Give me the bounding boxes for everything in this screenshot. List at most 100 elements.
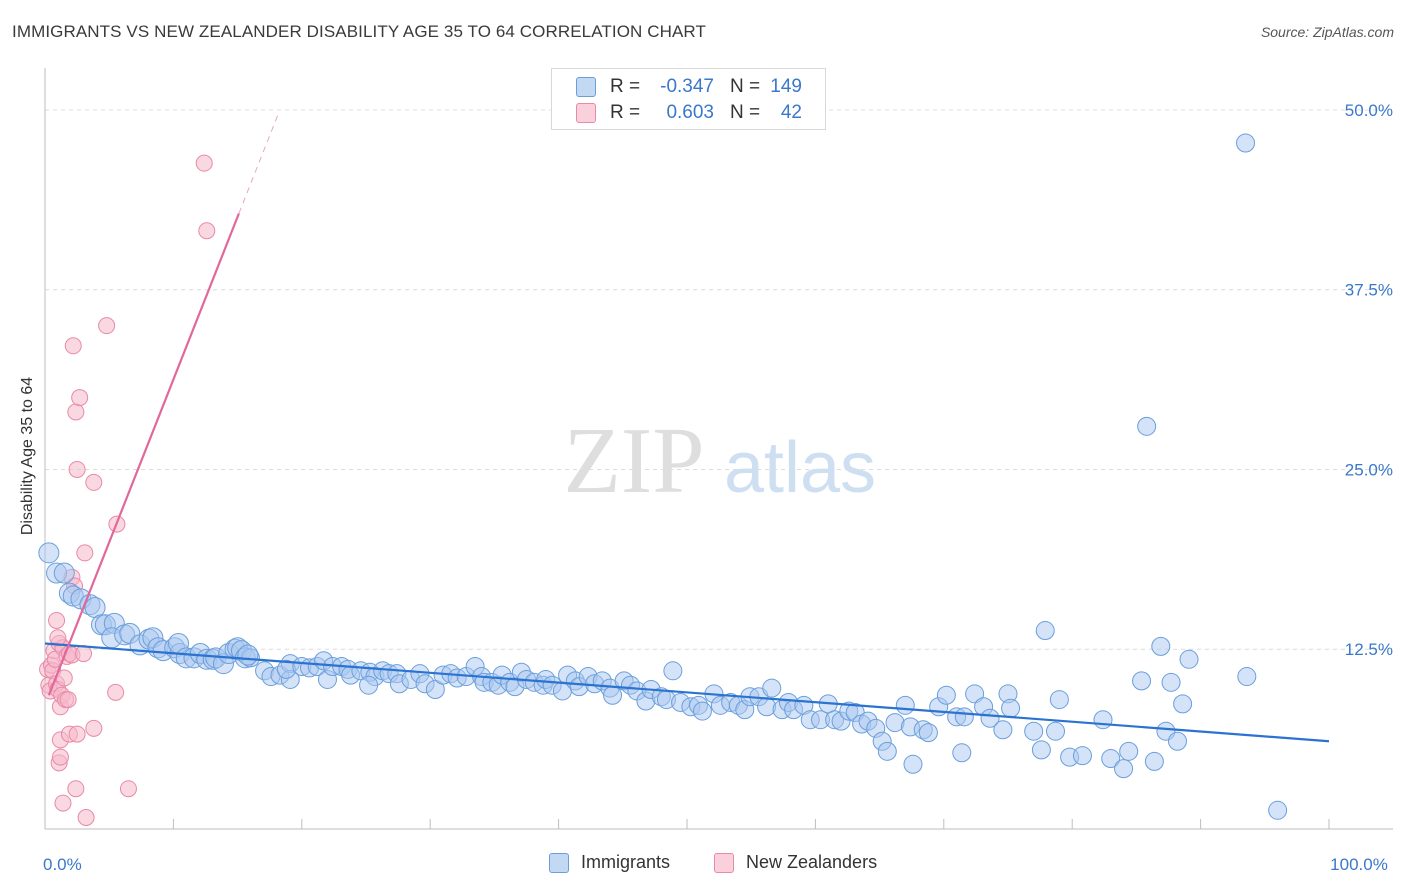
immigrants-point — [918, 723, 938, 743]
y-tick-label: 50.0% — [1345, 101, 1393, 120]
new-zealanders-point — [68, 725, 86, 743]
y-tick-label: 12.5% — [1345, 640, 1393, 659]
series-legend: Immigrants New Zealanders — [0, 852, 1406, 878]
new-zealanders-point — [67, 403, 85, 421]
x-tick-label: 0.0% — [43, 855, 82, 874]
immigrants-point — [1049, 690, 1069, 710]
immigrants-point — [1236, 133, 1256, 153]
new-zealanders-point — [71, 389, 89, 407]
immigrants-point — [603, 685, 623, 705]
immigrants-point — [1132, 671, 1152, 691]
immigrants-trendline — [44, 642, 1330, 743]
x-tick-label: 100.0% — [1330, 855, 1388, 874]
immigrants-point — [359, 675, 379, 695]
immigrants-swatch — [549, 852, 569, 873]
new-zealanders-point — [67, 780, 85, 798]
new-zealanders-point — [198, 222, 216, 240]
immigrants-point — [237, 644, 259, 666]
r-value: -0.347 — [660, 76, 714, 97]
new-zealanders-point — [64, 337, 82, 355]
immigrants-point — [1093, 710, 1113, 730]
immigrants-point — [663, 661, 683, 681]
n-value: 149 — [770, 76, 802, 97]
watermark: ZIP atlas — [564, 409, 877, 513]
tick-labels: 12.5% 25.0% 37.5% 50.0% 0.0% 100.0% — [43, 101, 1393, 874]
correlation-legend: R = -0.347 N = 149 R = 0.603 N = 42 — [551, 68, 826, 130]
r-label: R = — [610, 76, 641, 97]
new-zealanders-point — [77, 808, 95, 826]
immigrants-point — [1179, 649, 1199, 669]
immigrants-point — [1167, 731, 1187, 751]
new-zealanders-trendline-extension — [238, 112, 280, 214]
immigrants-points — [38, 133, 1288, 820]
immigrants-point — [53, 562, 75, 584]
new-zealanders-swatch — [576, 103, 596, 123]
source-label: Source: ZipAtlas.com — [1260, 24, 1394, 40]
legend-item-new-zealanders[interactable]: New Zealanders — [714, 852, 877, 873]
n-label: N = — [730, 102, 761, 123]
immigrants-point — [1237, 667, 1257, 687]
n-label: N = — [730, 76, 761, 97]
new-zealanders-point — [98, 317, 116, 335]
immigrants-point — [877, 741, 897, 761]
immigrants-point — [1101, 749, 1121, 769]
immigrants-point — [980, 708, 1000, 728]
immigrants-point — [1161, 672, 1181, 692]
immigrants-point — [1144, 751, 1164, 771]
axes — [44, 68, 1393, 830]
immigrants-point — [1024, 721, 1044, 741]
new-zealanders-point — [85, 719, 103, 737]
y-tick-label: 25.0% — [1345, 460, 1393, 479]
immigrants-point — [1268, 800, 1288, 820]
immigrants-point — [1114, 759, 1134, 779]
immigrants-point — [38, 542, 60, 564]
legend-item-immigrants[interactable]: Immigrants — [549, 852, 670, 873]
r-label: R = — [610, 102, 641, 123]
immigrants-point — [1173, 694, 1193, 714]
new-zealanders-point — [76, 544, 94, 562]
immigrants-point — [1001, 698, 1021, 718]
legend-label: New Zealanders — [746, 852, 878, 872]
watermark-atlas: atlas — [724, 428, 876, 508]
new-zealanders-trendline — [47, 213, 240, 696]
r-value: 0.603 — [666, 102, 714, 123]
new-zealanders-point — [107, 683, 125, 701]
new-zealanders-swatch — [714, 852, 734, 873]
n-value: 42 — [780, 102, 802, 123]
immigrants-point — [895, 695, 915, 715]
immigrants-point — [1035, 621, 1055, 641]
new-zealanders-points — [39, 154, 216, 826]
new-zealanders-point — [59, 691, 77, 709]
y-tick-label: 37.5% — [1345, 281, 1393, 300]
immigrants-point — [1119, 741, 1139, 761]
immigrants-point — [1031, 740, 1051, 760]
immigrants-point — [1072, 746, 1092, 766]
trendlines — [44, 112, 1330, 743]
legend-row-new-zealanders: R = 0.603 N = 42 — [552, 100, 825, 126]
new-zealanders-point — [119, 780, 137, 798]
new-zealanders-point — [68, 460, 86, 478]
legend-label: Immigrants — [581, 852, 671, 872]
immigrants-point — [965, 684, 985, 704]
new-zealanders-point — [54, 794, 72, 812]
new-zealanders-point — [75, 645, 93, 663]
gridlines — [45, 109, 1389, 650]
watermark-zip: ZIP — [564, 409, 705, 513]
immigrants-point — [954, 707, 974, 727]
immigrants-point — [762, 678, 782, 698]
immigrants-point — [692, 701, 712, 721]
immigrants-swatch — [576, 77, 596, 97]
new-zealanders-point — [51, 748, 69, 766]
new-zealanders-point — [49, 629, 67, 647]
immigrants-point — [993, 720, 1013, 740]
legend-row-immigrants: R = -0.347 N = 149 — [552, 74, 825, 100]
new-zealanders-point — [85, 473, 103, 491]
new-zealanders-point — [48, 611, 66, 629]
immigrants-point — [936, 685, 956, 705]
immigrants-point — [757, 697, 777, 717]
immigrants-point — [903, 754, 923, 774]
immigrants-point — [1046, 721, 1066, 741]
immigrants-point — [1137, 416, 1157, 436]
chart-title: IMMIGRANTS VS NEW ZEALANDER DISABILITY A… — [12, 22, 706, 41]
